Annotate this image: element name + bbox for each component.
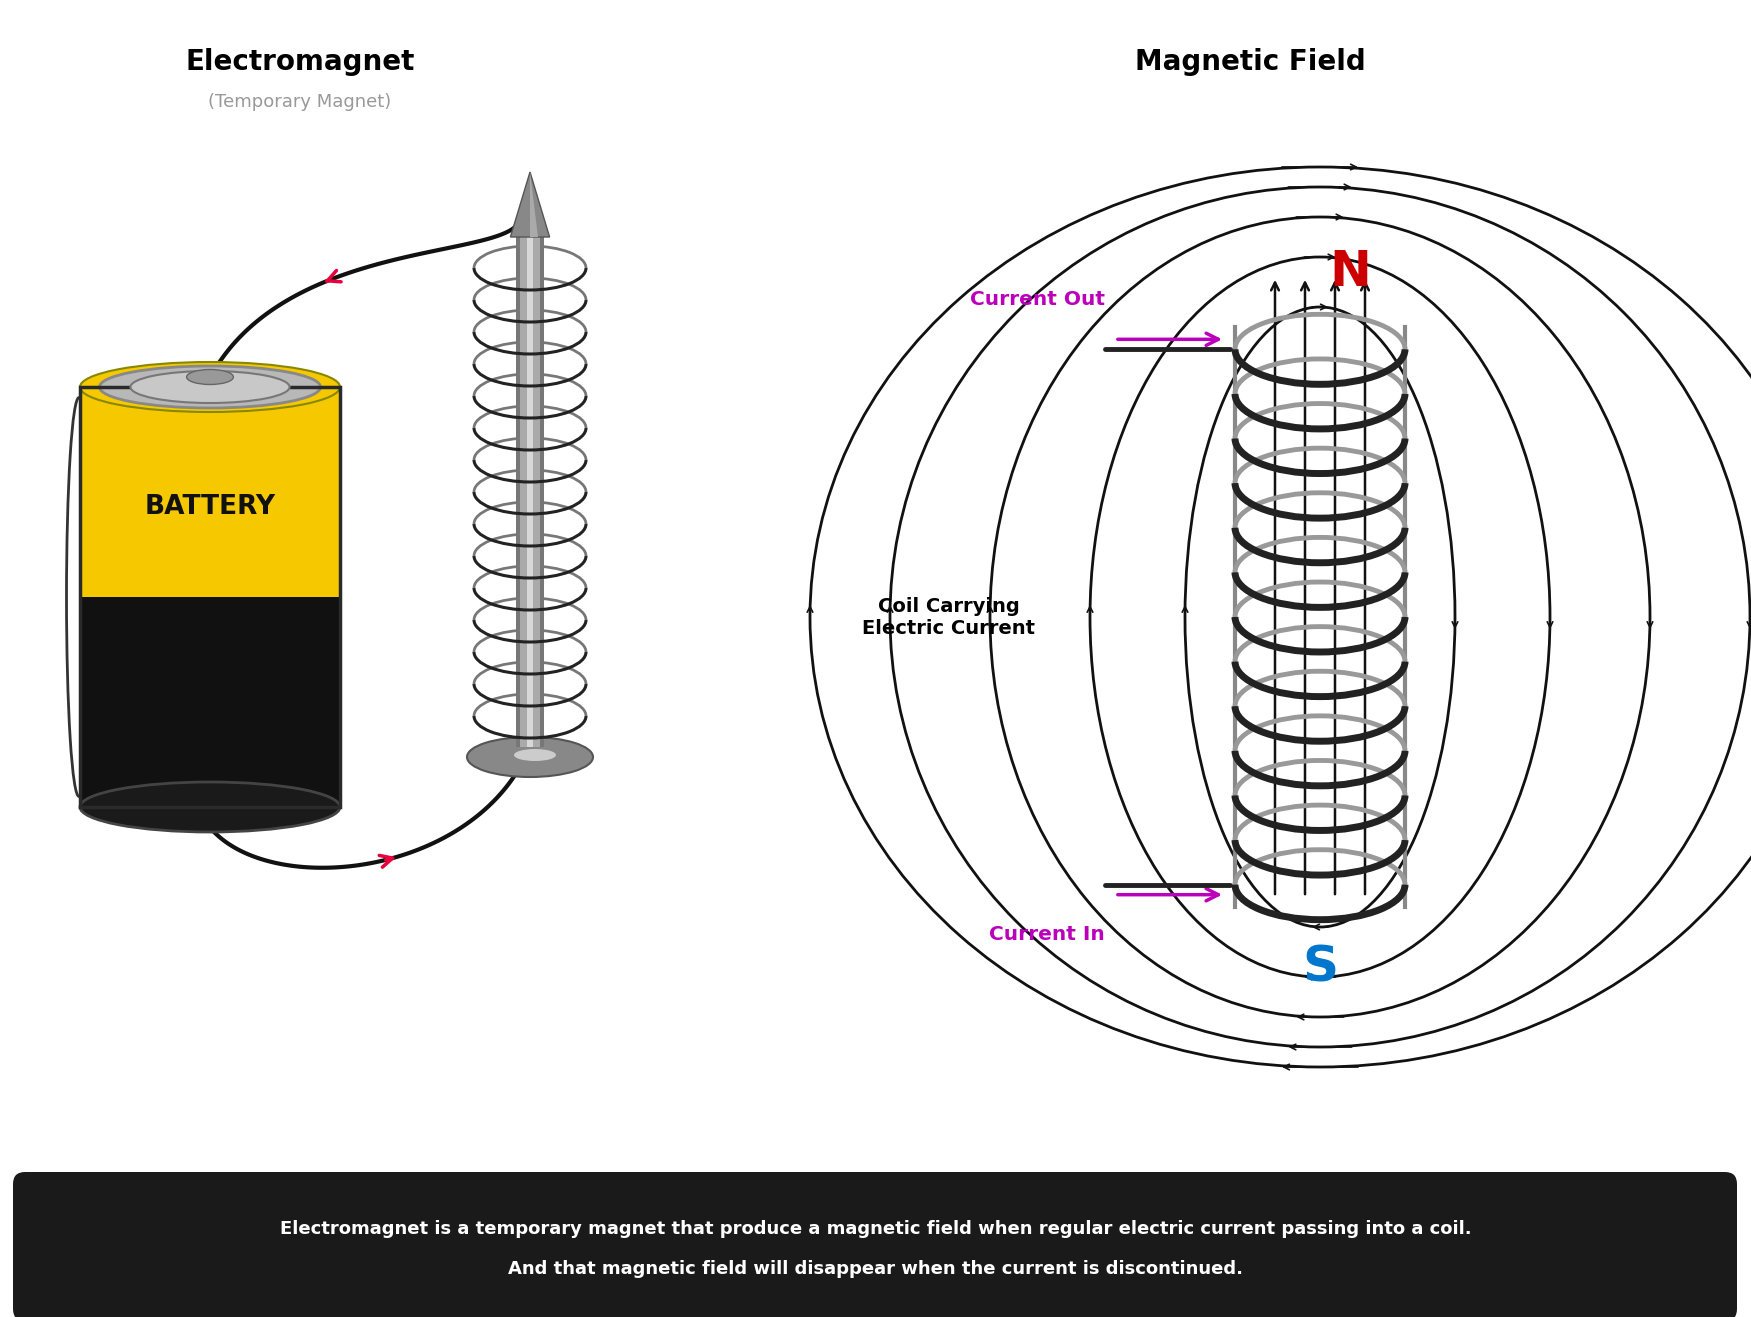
Ellipse shape	[100, 366, 320, 408]
FancyBboxPatch shape	[12, 1172, 1737, 1317]
Bar	[81, 387, 340, 597]
Text: (Temporary Magnet): (Temporary Magnet)	[208, 94, 392, 111]
Ellipse shape	[81, 782, 340, 832]
Bar	[517, 237, 545, 747]
Ellipse shape	[515, 749, 557, 761]
Text: N: N	[1329, 248, 1371, 296]
Ellipse shape	[468, 738, 594, 777]
Text: Electromagnet is a temporary magnet that produce a magnetic field when regular e: Electromagnet is a temporary magnet that…	[280, 1220, 1471, 1238]
Text: Current In: Current In	[989, 925, 1105, 944]
Bar	[81, 387, 340, 807]
Bar	[517, 237, 520, 747]
Text: BATTERY: BATTERY	[144, 494, 275, 520]
Polygon shape	[510, 173, 550, 237]
Bar	[539, 237, 545, 747]
Text: Coil Carrying
Electric Current: Coil Carrying Electric Current	[861, 597, 1035, 637]
Text: S: S	[1303, 943, 1338, 990]
Polygon shape	[531, 173, 538, 237]
Ellipse shape	[81, 362, 340, 412]
Text: Magnetic Field: Magnetic Field	[1135, 47, 1366, 76]
Text: Electromagnet: Electromagnet	[186, 47, 415, 76]
Bar	[527, 237, 532, 747]
Text: And that magnetic field will disappear when the current is discontinued.: And that magnetic field will disappear w…	[508, 1260, 1243, 1277]
Bar	[81, 387, 340, 807]
Text: Current Out: Current Out	[970, 290, 1105, 309]
Ellipse shape	[130, 371, 289, 403]
Ellipse shape	[187, 370, 233, 385]
